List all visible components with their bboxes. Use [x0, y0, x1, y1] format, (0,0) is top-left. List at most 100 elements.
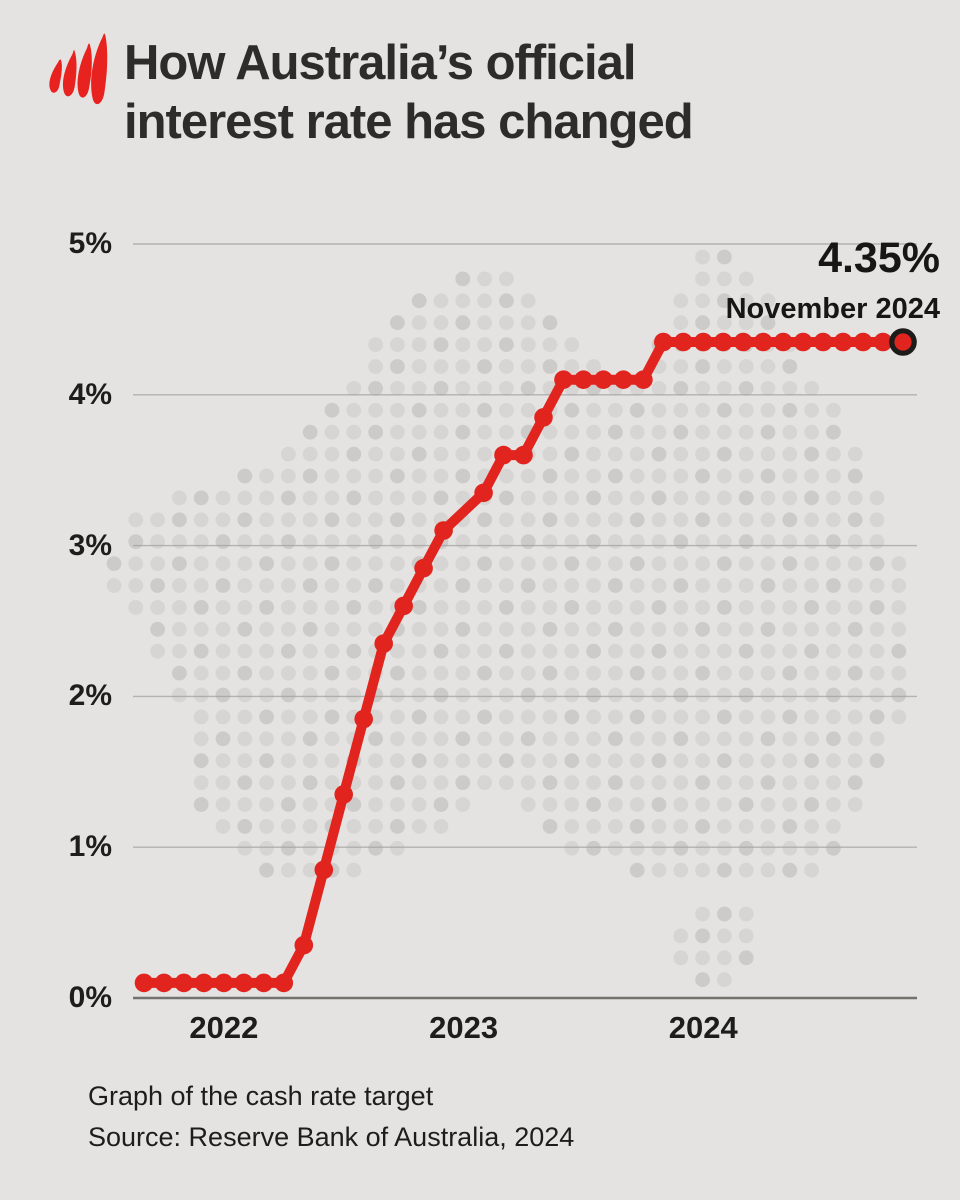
map-dot	[717, 402, 732, 418]
map-dot	[564, 359, 580, 374]
map-dot	[586, 687, 601, 703]
map-dot	[477, 687, 492, 703]
map-dot	[302, 424, 318, 440]
map-dot	[499, 753, 514, 769]
map-dot	[281, 840, 296, 856]
map-dot	[564, 468, 580, 484]
map-dot	[586, 840, 601, 856]
map-dot	[695, 753, 710, 769]
map-dot	[717, 665, 732, 681]
map-dot	[782, 600, 798, 615]
map-dot	[804, 819, 819, 834]
map-dot	[608, 512, 623, 528]
map-dot	[259, 512, 274, 528]
map-dot	[150, 556, 166, 571]
data-point	[733, 332, 753, 352]
map-dot	[390, 359, 405, 374]
map-dot	[455, 600, 471, 615]
map-dot	[433, 665, 449, 681]
map-dot	[717, 556, 732, 571]
map-dot	[368, 468, 383, 484]
map-dot	[673, 731, 689, 747]
map-dot	[259, 731, 274, 747]
map-dot	[520, 402, 536, 418]
map-dot	[259, 840, 274, 856]
end-date-annotation: November 2024	[725, 293, 940, 325]
map-dot	[782, 402, 798, 418]
map-dot	[302, 840, 318, 856]
map-dot	[804, 600, 819, 615]
map-dot	[586, 490, 601, 506]
map-dot	[302, 446, 318, 462]
map-dot	[629, 534, 645, 550]
map-dot	[237, 490, 253, 506]
map-dot	[302, 556, 318, 571]
page-title: How Australia’s official interest rate h…	[124, 34, 904, 152]
map-dot	[390, 797, 405, 812]
map-dot	[477, 424, 492, 440]
map-dot	[826, 402, 841, 418]
map-dot	[782, 862, 798, 878]
map-dot	[542, 643, 558, 659]
map-dot	[455, 337, 471, 352]
map-dot	[499, 271, 514, 287]
map-dot	[150, 578, 166, 593]
map-dot	[237, 468, 253, 484]
map-dot	[782, 840, 798, 856]
map-dot	[281, 643, 296, 659]
map-dot	[237, 731, 253, 747]
map-dot	[302, 753, 318, 769]
map-dot	[629, 753, 645, 769]
map-dot	[782, 797, 798, 812]
map-dot	[433, 731, 449, 747]
map-dot	[390, 468, 405, 484]
map-dot	[259, 687, 274, 703]
map-dot	[826, 490, 841, 506]
map-dot	[804, 840, 819, 856]
map-dot	[651, 687, 667, 703]
map-dot	[847, 665, 863, 681]
map-dot	[499, 468, 514, 484]
map-dot	[760, 819, 776, 834]
map-dot	[695, 468, 710, 484]
sbs-wave-shape	[62, 49, 77, 97]
map-dot	[651, 402, 667, 418]
map-dot	[499, 775, 514, 790]
data-point	[793, 332, 813, 352]
map-dot	[804, 512, 819, 528]
map-dot	[237, 753, 253, 769]
map-dot	[302, 797, 318, 812]
map-dot	[520, 468, 536, 484]
map-dot	[411, 687, 427, 703]
map-dot	[760, 600, 776, 615]
map-dot	[826, 731, 841, 747]
map-dot	[193, 753, 209, 769]
data-point	[773, 332, 793, 352]
map-dot	[259, 665, 274, 681]
map-dot	[542, 600, 558, 615]
map-dot	[281, 578, 296, 593]
data-point	[694, 332, 713, 352]
map-dot	[673, 862, 689, 878]
map-dot	[804, 753, 819, 769]
map-dot	[629, 424, 645, 440]
map-dot	[193, 709, 209, 725]
map-dot	[215, 797, 231, 812]
map-dot	[586, 512, 601, 528]
map-dot	[826, 424, 841, 440]
map-dot	[847, 753, 863, 769]
data-point	[474, 483, 493, 503]
map-dot	[390, 775, 405, 790]
map-dot	[869, 643, 885, 659]
chart-source: Source: Reserve Bank of Australia, 2024	[88, 1122, 575, 1152]
map-dot	[499, 424, 514, 440]
map-dot	[608, 731, 623, 747]
map-dot	[411, 731, 427, 747]
data-point	[873, 332, 893, 352]
map-dot	[542, 424, 558, 440]
map-dot	[302, 534, 318, 550]
map-dot	[390, 512, 405, 528]
map-dot	[172, 600, 187, 615]
map-dot	[695, 972, 710, 988]
map-dot	[411, 293, 427, 309]
